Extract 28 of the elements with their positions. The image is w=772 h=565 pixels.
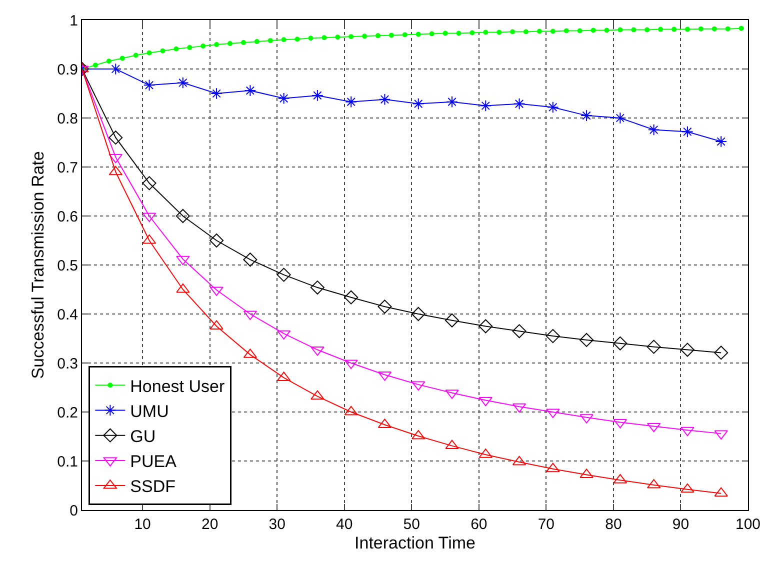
x-tick-label: 80 xyxy=(605,516,622,533)
y-tick-label: 0 xyxy=(70,502,78,520)
y-tick-label: 0.3 xyxy=(57,355,78,372)
y-tick-label: 0.4 xyxy=(57,306,78,324)
x-axis-title: Interaction Time xyxy=(354,533,476,552)
legend-label: GU xyxy=(130,426,156,446)
x-tick-label: 10 xyxy=(134,516,151,533)
y-tick-label: 0.8 xyxy=(57,110,78,128)
y-tick-label: 0.6 xyxy=(57,208,78,226)
y-tick-label: 0.1 xyxy=(57,453,78,470)
y-tick-label: 0.5 xyxy=(57,257,78,274)
y-tick-label: 0.7 xyxy=(57,159,78,176)
x-tick-label: 90 xyxy=(672,516,690,533)
y-tick-label: 1 xyxy=(70,12,78,30)
y-axis-title: Successful Transmission Rate xyxy=(28,151,48,379)
x-tick-label: 100 xyxy=(735,516,761,533)
x-tick-label: 50 xyxy=(403,516,420,533)
x-tick-label: 60 xyxy=(470,516,488,533)
y-tick-label: 0.2 xyxy=(57,404,78,422)
x-tick-label: 20 xyxy=(201,516,218,533)
legend-label: Honest User xyxy=(130,376,225,396)
x-tick-label: 70 xyxy=(538,516,555,533)
legend-label: UMU xyxy=(130,402,169,421)
y-tick-label: 0.9 xyxy=(57,61,78,78)
x-tick-label: 40 xyxy=(336,516,353,533)
legend-label: SSDF xyxy=(130,477,176,496)
legend-label: PUEA xyxy=(130,452,178,472)
x-tick-label: 30 xyxy=(268,516,286,533)
